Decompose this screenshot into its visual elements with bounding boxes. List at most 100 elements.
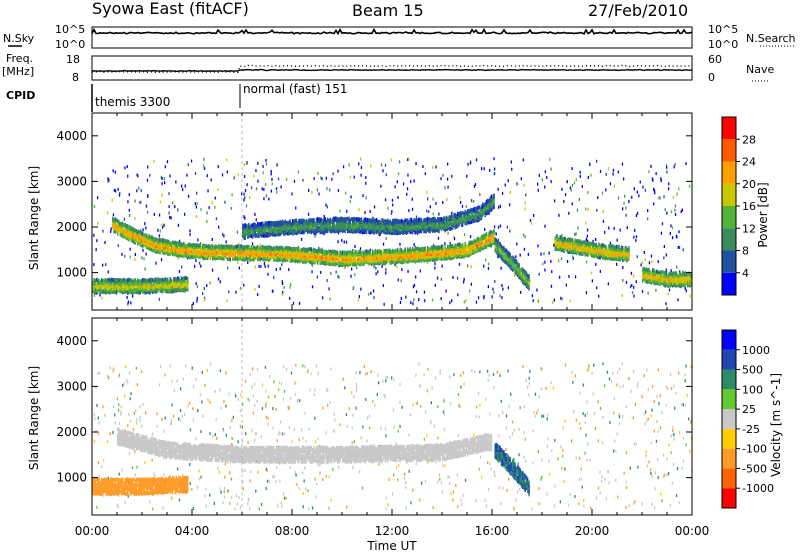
heatmap-cell bbox=[422, 252, 424, 257]
heatmap-cell bbox=[402, 255, 404, 260]
heatmap-cell bbox=[179, 250, 181, 255]
heatmap-cell bbox=[400, 297, 402, 300]
heatmap-cell bbox=[282, 246, 284, 250]
heatmap-cell bbox=[409, 230, 411, 234]
heatmap-cell bbox=[259, 243, 261, 247]
heatmap-cell bbox=[280, 246, 283, 251]
heatmap-cell bbox=[527, 279, 529, 284]
heatmap-cell bbox=[438, 250, 440, 255]
heatmap-cell bbox=[485, 231, 488, 236]
heatmap-cell bbox=[173, 243, 175, 248]
heatmap-cell bbox=[269, 251, 271, 256]
heatmap-cell bbox=[320, 270, 322, 274]
heatmap-cell bbox=[360, 251, 363, 255]
heatmap-cell bbox=[509, 191, 511, 194]
heatmap-cell bbox=[503, 246, 505, 251]
heatmap-cell bbox=[440, 297, 442, 301]
heatmap-cell bbox=[458, 245, 460, 249]
heatmap-cell bbox=[427, 245, 429, 250]
heatmap-cell bbox=[438, 254, 440, 259]
heatmap-cell bbox=[124, 222, 126, 227]
heatmap-cell bbox=[343, 251, 345, 255]
heatmap-cell bbox=[666, 170, 668, 174]
heatmap-cell bbox=[510, 266, 513, 271]
heatmap-cell bbox=[338, 221, 340, 226]
heatmap-cell bbox=[243, 235, 245, 240]
heatmap-cell bbox=[197, 249, 199, 254]
heatmap-cell bbox=[360, 173, 362, 177]
heatmap-cell bbox=[480, 210, 483, 215]
heatmap-cell bbox=[367, 255, 369, 260]
heatmap-cell bbox=[190, 245, 193, 250]
heatmap-cell bbox=[424, 222, 426, 227]
heatmap-cell bbox=[260, 232, 263, 237]
heatmap-cell bbox=[292, 258, 294, 263]
heatmap-cell bbox=[449, 244, 451, 248]
heatmap-cell bbox=[574, 233, 576, 237]
heatmap-cell bbox=[340, 224, 343, 229]
heatmap-cell bbox=[114, 217, 116, 222]
heatmap-cell bbox=[323, 214, 325, 218]
heatmap-cell bbox=[498, 253, 500, 258]
heatmap-cell bbox=[207, 189, 209, 193]
heatmap-cell bbox=[202, 292, 204, 296]
heatmap-cell bbox=[353, 258, 355, 263]
heatmap-cell bbox=[475, 206, 478, 211]
heatmap-cell bbox=[97, 196, 99, 200]
heatmap-cell bbox=[380, 226, 383, 231]
heatmap-cell bbox=[253, 222, 255, 227]
heatmap-cell bbox=[279, 229, 281, 234]
heatmap-cell bbox=[562, 243, 564, 247]
heatmap-cell bbox=[118, 222, 120, 227]
heatmap-cell bbox=[514, 274, 516, 277]
heatmap-cell bbox=[465, 210, 468, 215]
heatmap-cell bbox=[243, 223, 245, 228]
heatmap-cell bbox=[250, 248, 253, 253]
heatmap-cell bbox=[143, 233, 145, 238]
heatmap-cell bbox=[245, 223, 248, 228]
heatmap-cell bbox=[334, 252, 336, 257]
heatmap-cell bbox=[293, 179, 296, 183]
heatmap-cell bbox=[444, 254, 446, 259]
heatmap-cell bbox=[457, 223, 459, 228]
heatmap-cell bbox=[222, 245, 224, 249]
heatmap-cell bbox=[187, 243, 189, 248]
heatmap-cell bbox=[289, 285, 291, 289]
heatmap-cell bbox=[397, 247, 399, 252]
heatmap-cell bbox=[135, 235, 138, 240]
heatmap-cell bbox=[93, 294, 96, 297]
heatmap-cell bbox=[383, 221, 385, 226]
heatmap-cell bbox=[338, 252, 340, 257]
heatmap-cell bbox=[394, 254, 396, 259]
heatmap-cell bbox=[168, 205, 170, 209]
heatmap-cell bbox=[154, 237, 156, 242]
heatmap-cell bbox=[585, 291, 588, 295]
heatmap-cell bbox=[287, 253, 289, 258]
heatmap-cell bbox=[347, 221, 349, 226]
heatmap-cell bbox=[420, 220, 423, 225]
heatmap-cell bbox=[327, 256, 329, 260]
heatmap-cell bbox=[417, 223, 419, 228]
heatmap-cell bbox=[330, 219, 333, 224]
heatmap-cell bbox=[258, 229, 260, 233]
heatmap-cell bbox=[360, 166, 363, 169]
heatmap-cell bbox=[182, 246, 184, 251]
heatmap-cell bbox=[119, 231, 121, 236]
heatmap-cell bbox=[412, 224, 414, 229]
heatmap-cell bbox=[387, 249, 389, 254]
heatmap-cell bbox=[112, 169, 114, 173]
heatmap-cell bbox=[114, 189, 117, 193]
heatmap-cell bbox=[325, 229, 328, 234]
heatmap-cell bbox=[223, 244, 225, 249]
heatmap-cell bbox=[479, 193, 481, 196]
heatmap-cell bbox=[419, 269, 421, 273]
heatmap-cell bbox=[333, 217, 335, 222]
heatmap-cell bbox=[405, 218, 408, 223]
heatmap-cell bbox=[322, 296, 324, 300]
heatmap-cell bbox=[528, 280, 530, 285]
heatmap-cell bbox=[243, 163, 245, 167]
heatmap-cell bbox=[154, 247, 156, 252]
heatmap-cell bbox=[612, 168, 615, 172]
heatmap-cell bbox=[349, 253, 351, 258]
heatmap-cell bbox=[290, 254, 293, 259]
